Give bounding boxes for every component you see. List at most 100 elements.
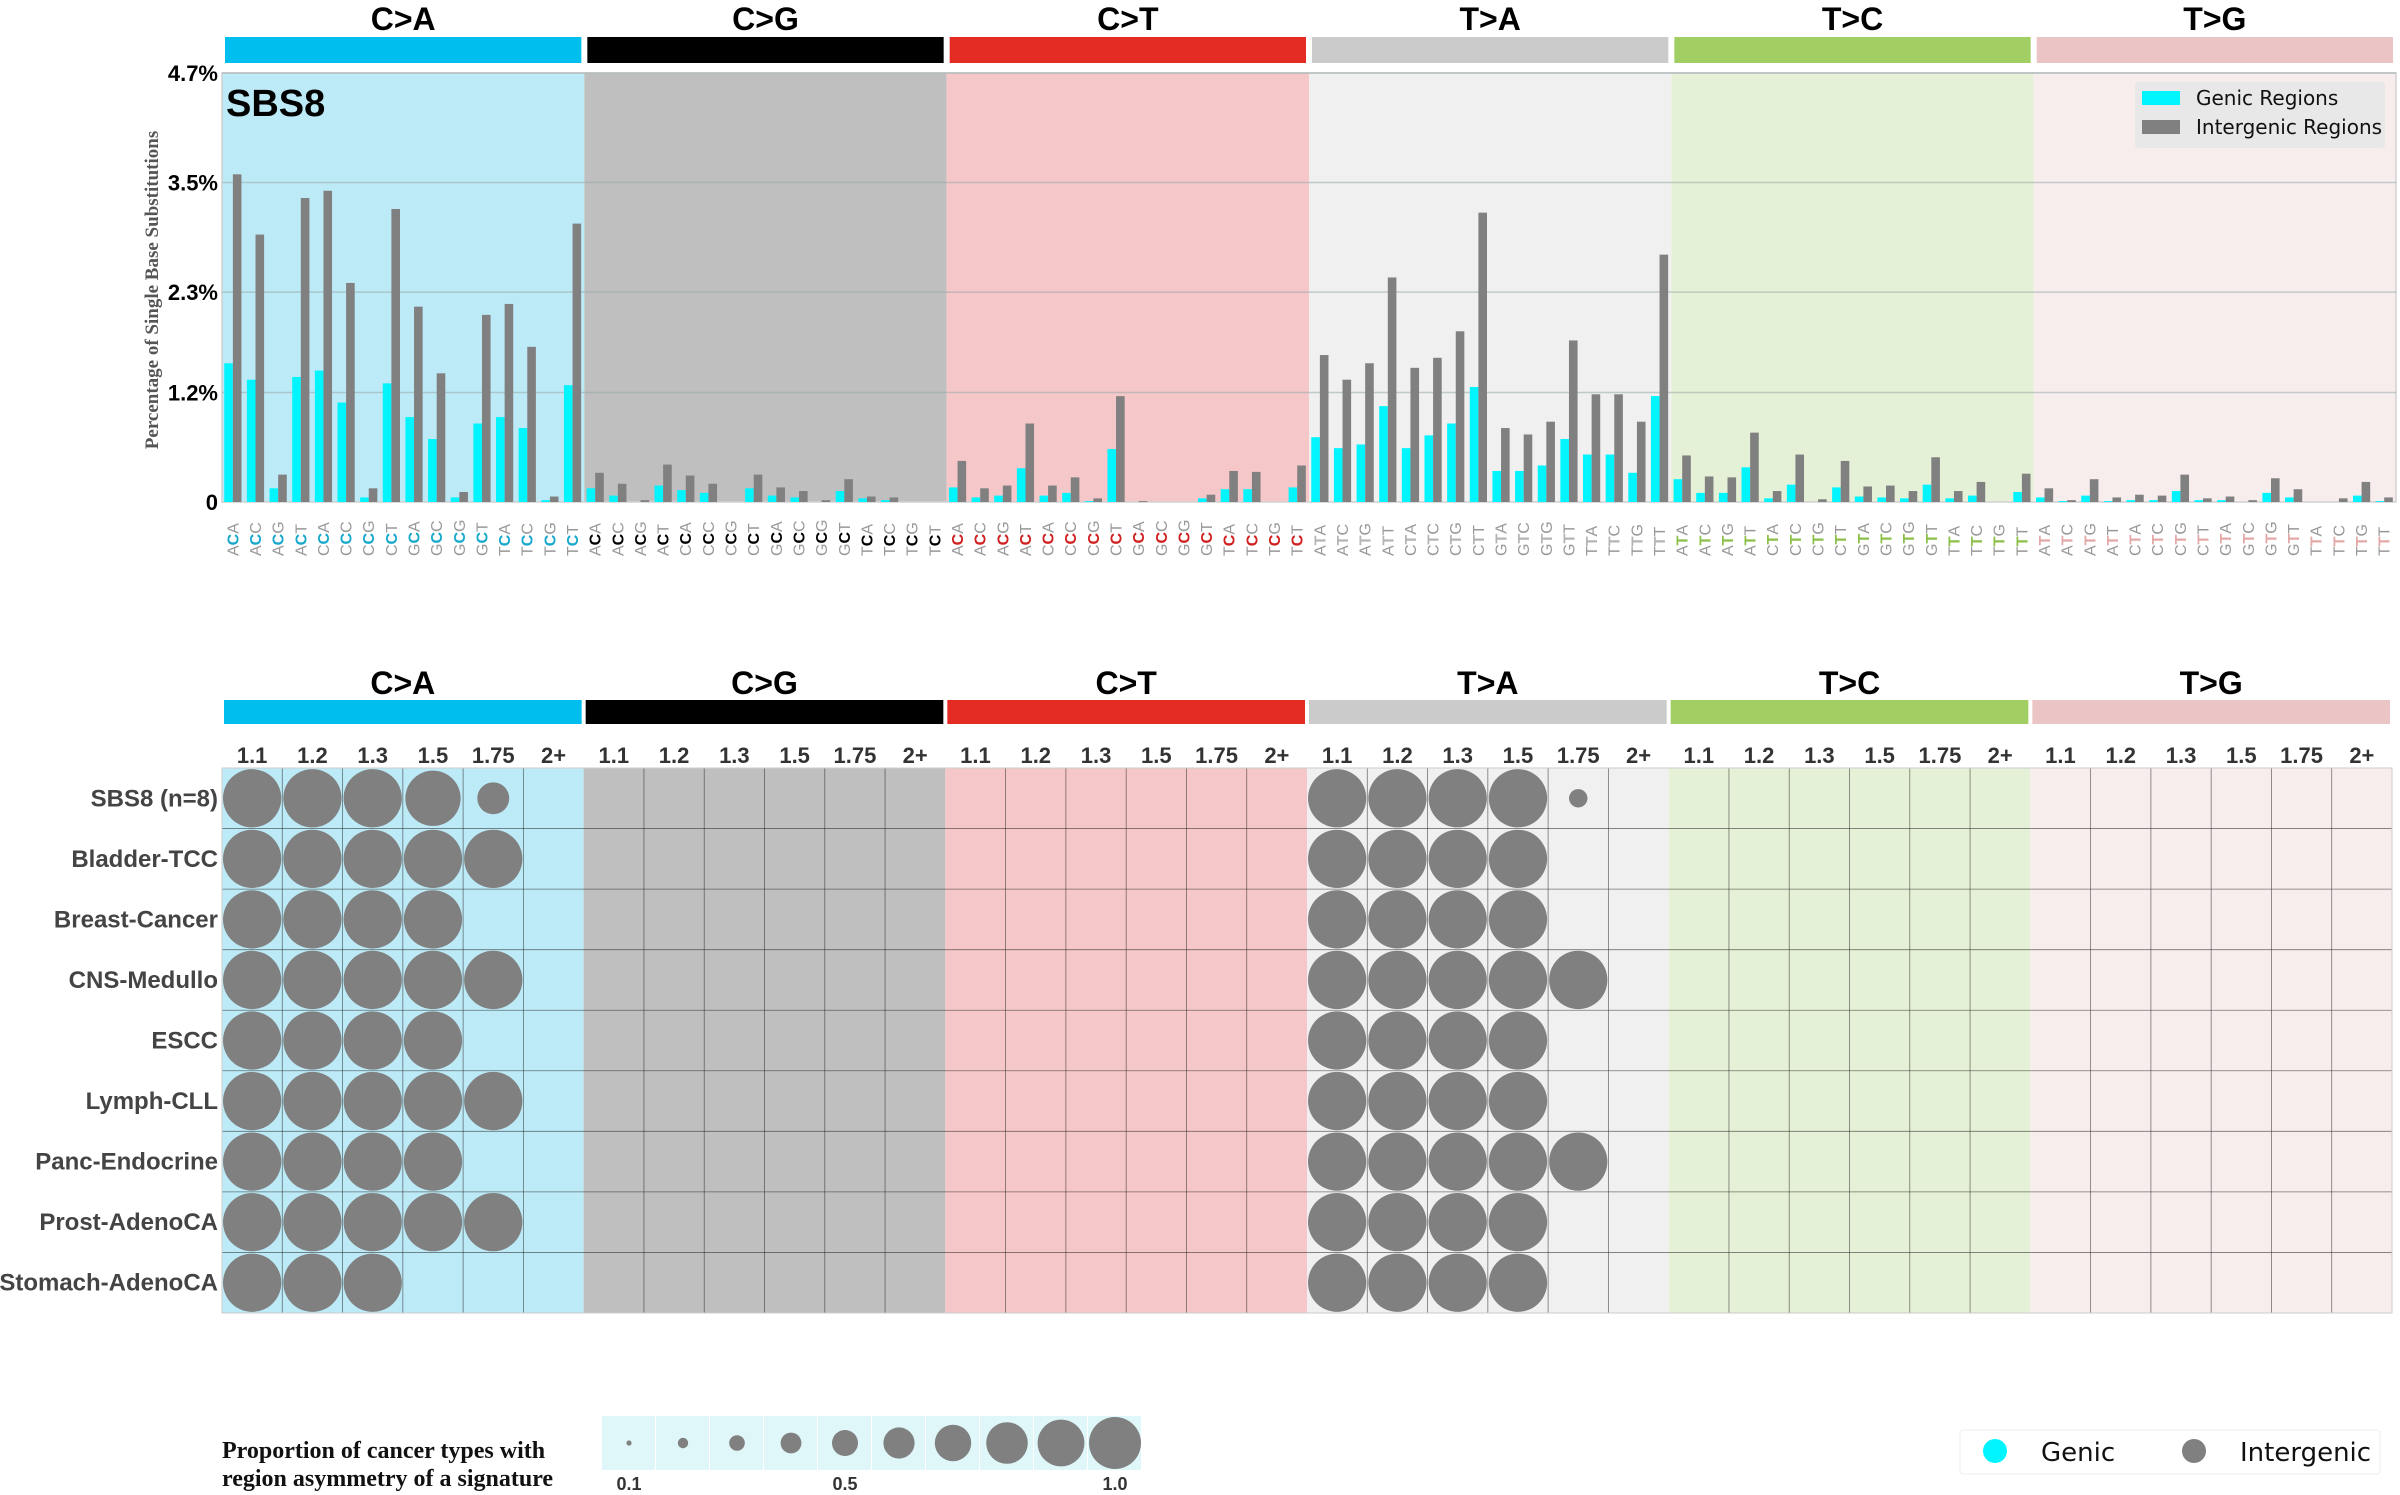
context-label-text: ATC: [1335, 524, 1352, 556]
context-label-text: ATC: [2060, 524, 2077, 556]
context-label-text: CCC: [701, 521, 718, 556]
bar-intergenic: [1251, 471, 1261, 502]
context-label-text: ACA: [950, 523, 967, 556]
context-label-text: TTA: [2309, 525, 2326, 556]
context-label-text: CTG: [1811, 522, 1828, 556]
bar-genic: [1016, 468, 1026, 502]
cancer-type-label: SBS8 (n=8): [91, 785, 218, 812]
bar-genic: [2352, 495, 2362, 502]
bar-genic: [2217, 500, 2226, 502]
legend-marker-genic: [1983, 1439, 2007, 1463]
x-tick-context-label: CCT: [1109, 523, 1126, 556]
bar-genic: [1628, 472, 1637, 502]
bubble: [283, 769, 342, 828]
x-tick-context-label: GCA: [769, 521, 786, 556]
bar-intergenic: [1342, 379, 1352, 502]
bar-genic: [1220, 489, 1230, 502]
x-tick-context-label: CTG: [1811, 522, 1828, 556]
x-tick-context-label: CTA: [2128, 524, 2145, 556]
bubble: [464, 829, 523, 888]
bar-genic: [1560, 439, 1569, 502]
bubble: [343, 1253, 402, 1312]
x-tick-context-label: TTC: [1607, 525, 1624, 556]
x-tick-context-label: CTT: [1833, 525, 1850, 556]
bubble-group-color-bar: [2032, 700, 2390, 724]
x-tick-context-label: TCT: [927, 525, 944, 556]
bar-intergenic: [414, 306, 423, 502]
fold-column-label: 2+: [903, 743, 928, 768]
group-header-label: C>G: [732, 1, 799, 37]
fold-column-label: 1.3: [1804, 743, 1835, 768]
bar-genic: [246, 379, 256, 502]
x-tick-context-label: TTT: [1652, 526, 1669, 556]
context-label-text: TCA: [1222, 524, 1239, 556]
bubble: [1308, 829, 1367, 888]
context-label-text: ACG: [271, 521, 288, 556]
size-legend-bubble: [832, 1430, 858, 1456]
bar-intergenic: [2180, 474, 2190, 502]
x-tick-context-label: GCG: [452, 520, 469, 556]
y-tick-label: 3.5%: [168, 171, 218, 196]
bubble: [343, 1071, 402, 1131]
fold-column-labels: 1.1 1.2 1.3 1.5 1.75 2+ 1.1 1.2 1.3 1.5 1.75 2+ 1.1 1…: [237, 743, 2375, 768]
bar-genic: [971, 497, 981, 502]
bars: [224, 174, 2393, 502]
bubble: [1428, 829, 1487, 888]
x-tick-context-label: ATG: [2082, 523, 2099, 556]
bar-intergenic: [1976, 481, 1986, 502]
context-label-text: ACT: [1018, 524, 1035, 556]
context-label-text: TCG: [1267, 522, 1284, 556]
x-tick-context-label: ACC: [610, 522, 627, 556]
bubble: [1488, 1071, 1548, 1131]
x-tick-context-label: CCC: [339, 521, 356, 556]
bubble: [1488, 1193, 1548, 1252]
context-label-text: GCG: [814, 520, 831, 556]
context-label-text: TCT: [1290, 525, 1307, 556]
cancer-type-label: Lymph-CLL: [86, 1088, 218, 1115]
context-label-text: ATA: [1312, 525, 1329, 556]
x-tick-context-label: ATT: [1380, 526, 1397, 556]
bar-intergenic: [1614, 394, 1623, 502]
x-tick-context-label: GCT: [837, 522, 854, 556]
bubble: [1368, 1071, 1427, 1131]
x-tick-context-label: TTC: [1969, 525, 1986, 556]
bar-intergenic: [1863, 486, 1872, 502]
legend-swatch-intergenic: [2142, 120, 2180, 134]
x-tick-context-label: ATC: [1697, 524, 1714, 556]
bubble-group-header: C>A: [370, 665, 435, 701]
bubble: [403, 1011, 463, 1070]
x-tick-context-label: ATT: [1743, 526, 1760, 556]
x-tick-context-label: ACA: [588, 523, 605, 556]
bar-intergenic: [663, 464, 672, 502]
x-tick-context-label: CTC: [1426, 523, 1443, 556]
bar-intergenic: [1886, 485, 1895, 502]
legend-marker-intergenic: [2182, 1439, 2206, 1463]
x-tick-context-label: CTC: [2150, 523, 2167, 556]
context-label-text: TTT: [1652, 526, 1669, 556]
bar-legend: Genic Regions Intergenic Regions: [2135, 82, 2385, 148]
bubble: [1428, 1253, 1487, 1312]
x-tick-context-label: GCC: [429, 520, 446, 556]
bar-genic: [790, 497, 800, 502]
bar-genic: [382, 383, 392, 502]
bubble: [283, 1193, 342, 1252]
bar-intergenic: [753, 474, 763, 502]
bar-intergenic: [1048, 485, 1057, 502]
size-legend-cells: 0.1 0.5 1.0: [602, 1416, 1141, 1494]
bubble-group-header: T>C: [1819, 665, 1880, 701]
bar-genic: [745, 488, 754, 502]
context-label-text: CCT: [384, 523, 401, 556]
legend-label-genic: Genic Regions: [2196, 86, 2338, 110]
context-label-text: GTG: [1901, 521, 1918, 556]
context-label-text: GCG: [452, 520, 469, 556]
fold-column-label: 1.75: [2280, 743, 2323, 768]
size-legend-bubble: [934, 1424, 972, 1462]
bar-genic: [858, 498, 867, 502]
bubble: [283, 1011, 342, 1070]
bubble-group-header: C>T: [1095, 665, 1157, 701]
bar-group-backgrounds: [221, 72, 2397, 503]
bar-genic: [1786, 484, 1796, 502]
fold-column-label: 1.5: [1864, 743, 1895, 768]
context-label-text: TTG: [1992, 524, 2009, 556]
bubble: [1488, 890, 1548, 949]
